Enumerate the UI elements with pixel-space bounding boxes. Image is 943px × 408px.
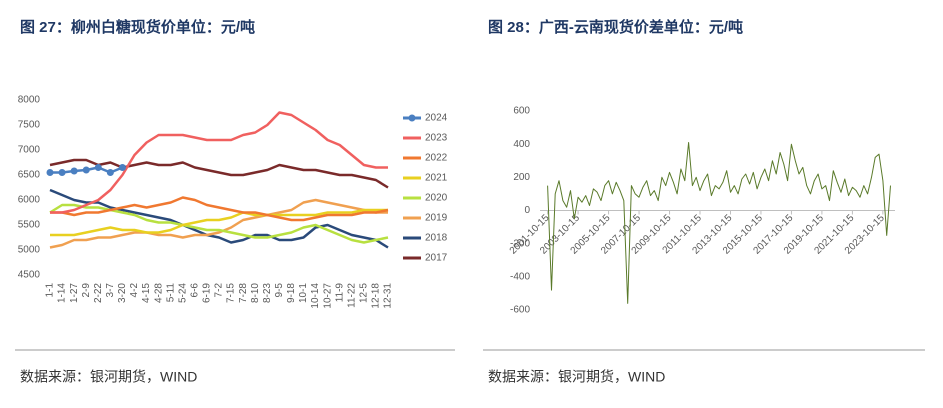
x-tick-label: 1-27	[69, 283, 80, 303]
point	[46, 169, 54, 176]
x-tick-label: 7-28	[238, 283, 249, 303]
legend-label: 2024	[425, 113, 448, 124]
point	[70, 167, 78, 175]
legend-label: 2021	[425, 173, 448, 184]
x-tick-label: 4-2	[129, 283, 140, 298]
y-tick-label: 7500	[18, 120, 41, 131]
source-note: 数据来源：银河期货，WIND	[20, 369, 197, 385]
point	[94, 164, 102, 171]
source-note: 数据来源：银河期货，WIND	[488, 369, 665, 385]
series-line	[49, 198, 388, 249]
x-tick-label: 7-15	[226, 283, 237, 303]
point	[118, 164, 126, 171]
x-tick-label: 11-22	[346, 283, 357, 308]
y-tick-label: 0	[524, 205, 530, 216]
x-tick-label: 11-9	[334, 283, 345, 303]
y-tick-label: -400	[510, 271, 530, 282]
legend-label: 2020	[425, 193, 448, 204]
x-tick-label: 12-18	[371, 283, 382, 309]
y-tick-label: 200	[513, 172, 530, 183]
x-tick-label: 1-1	[45, 283, 56, 298]
y-tick-label: 7000	[18, 145, 41, 156]
x-tick-label: 4-28	[153, 283, 164, 303]
x-tick-label: 9-18	[286, 283, 297, 303]
chart-title: 图 28：广西-云南现货价差单位：元/吨	[488, 18, 743, 36]
y-tick-label: 8000	[18, 95, 41, 106]
series-line	[50, 196, 389, 222]
chart-title: 图 27：柳州白糖现货价单位：元/吨	[20, 18, 255, 36]
x-tick-label: 10-1	[298, 283, 309, 303]
x-tick-label: 12-31	[383, 283, 394, 309]
y-tick-label: 5000	[18, 245, 41, 256]
point	[82, 166, 90, 174]
point	[106, 169, 114, 176]
series-line	[50, 111, 388, 214]
x-tick-label: 3-7	[105, 283, 116, 298]
x-tick-label: 3-20	[117, 283, 128, 303]
legend-label: 2019	[425, 213, 448, 224]
legend-label: 2017	[425, 253, 448, 264]
x-tick-label: 7-2	[214, 283, 225, 298]
series-line	[49, 203, 389, 244]
series-line	[49, 158, 389, 189]
x-tick-label: 2-22	[93, 283, 104, 303]
y-tick-label: 5500	[18, 220, 41, 231]
y-tick-label: -200	[510, 238, 530, 249]
x-tick-label: 5-24	[177, 283, 188, 303]
y-tick-label: -600	[510, 305, 530, 316]
point	[58, 169, 66, 176]
x-tick-label: 2-9	[81, 283, 92, 298]
y-tick-label: 6000	[18, 195, 41, 206]
x-tick-label: 10-14	[310, 283, 321, 309]
x-tick-label: 4-15	[141, 283, 152, 303]
series-line	[547, 142, 891, 304]
y-tick-label: 6500	[18, 170, 41, 181]
x-tick-label: 5-11	[165, 283, 176, 303]
x-tick-label: 8-10	[250, 283, 261, 303]
series-line	[50, 208, 388, 237]
y-tick-label: 4500	[18, 270, 41, 281]
x-tick-label: 10-27	[322, 283, 333, 309]
x-tick-label: 12-5	[358, 283, 369, 303]
legend-label: 2023	[425, 133, 448, 144]
legend-marker	[408, 114, 416, 122]
y-tick-label: 600	[513, 106, 530, 117]
legend-label: 2018	[425, 233, 448, 244]
y-tick-label: 400	[513, 139, 530, 150]
x-tick-label: 6-19	[202, 283, 213, 303]
x-tick-label: 6-6	[189, 283, 200, 298]
x-tick-label: 1-14	[57, 283, 68, 303]
series-line	[49, 188, 389, 249]
x-tick-label: 9-5	[274, 283, 285, 298]
x-tick-label: 8-23	[262, 283, 273, 303]
legend-label: 2022	[425, 153, 448, 164]
